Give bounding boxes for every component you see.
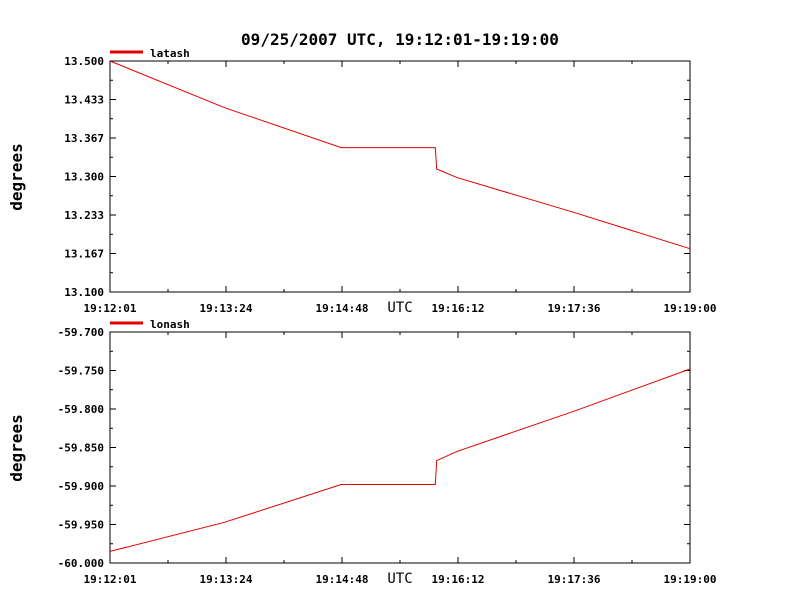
chart-panels: 13.500 13.433 13.367 13.300 13.233 13.167 13.1… (7, 47, 716, 587)
y-tick-label: -59.700 (58, 326, 104, 339)
x-tick-label: 19:13:24 (200, 302, 253, 315)
y-tick-label: -60.000 (58, 557, 104, 570)
x-tick-label: 19:16:12 (432, 573, 485, 586)
y-axis-label: degrees (7, 414, 26, 481)
plot-frame (109, 331, 691, 564)
y-tick-label: 13.433 (64, 94, 104, 107)
y-tick-label: 13.167 (64, 248, 104, 261)
y-tick-label: -59.800 (58, 403, 104, 416)
plot-frame (109, 60, 691, 293)
x-tick-label: 19:12:01 (84, 573, 137, 586)
legend-label: latash (150, 47, 190, 60)
y-tick-label: 13.300 (64, 171, 104, 184)
x-tick-label: 19:19:00 (664, 573, 717, 586)
x-tick-label: 19:17:36 (548, 302, 601, 315)
y-tick-label: -59.900 (58, 480, 104, 493)
x-tick-label: 19:12:01 (84, 302, 137, 315)
x-tick-label: 19:14:48 (316, 302, 369, 315)
x-axis-label: UTC (387, 571, 412, 587)
x-tick-label: 19:13:24 (200, 573, 253, 586)
y-tick-label: 13.500 (64, 55, 104, 68)
panel-2: -59.700 -59.750 -59.800 -59.850 -59.900 -59.9… (7, 318, 716, 587)
legend-label: lonash (150, 318, 190, 331)
y-axis-label: degrees (7, 143, 26, 210)
y-tick-label: -59.950 (58, 519, 104, 532)
panel-1: 13.500 13.433 13.367 13.300 13.233 13.167 13.1… (7, 47, 716, 316)
y-tick-label: 13.367 (64, 132, 104, 145)
x-tick-label: 19:14:48 (316, 573, 369, 586)
x-axis-label: UTC (387, 300, 412, 316)
x-tick-label: 19:17:36 (548, 573, 601, 586)
chart-title: 09/25/2007 UTC, 19:12:01-19:19:00 (241, 30, 559, 49)
y-tick-label: 13.100 (64, 286, 104, 299)
series-line-latash (109, 60, 691, 250)
x-tick-label: 19:19:00 (664, 302, 717, 315)
x-tick-label: 19:16:12 (432, 302, 485, 315)
series-line-lonash (109, 368, 691, 552)
y-tick-label: 13.233 (64, 209, 104, 222)
y-tick-label: -59.850 (58, 442, 104, 455)
y-tick-label: -59.750 (58, 365, 104, 378)
